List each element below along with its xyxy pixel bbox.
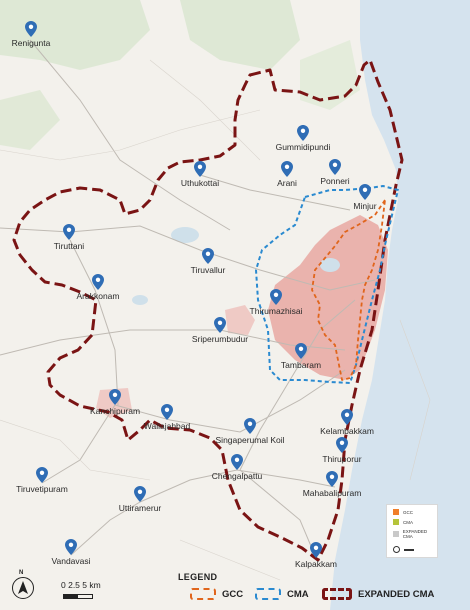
scale-label: 0 2.5 5 km: [61, 580, 101, 590]
inset-label-expanded-cma: EXPANDED CMA: [402, 529, 428, 539]
place-label: Uthukottai: [180, 178, 220, 188]
inset-swatch-cma: [393, 519, 399, 525]
map-pin-icon[interactable]: [25, 21, 37, 37]
inset-legend: GCC CMA EXPANDED CMA: [386, 504, 438, 558]
place-label: Vandavasi: [51, 556, 91, 566]
place-label: Kalpakkam: [294, 559, 338, 569]
legend-swatch-gcc: [190, 588, 216, 600]
gcc-boundary: [311, 199, 386, 381]
inset-scale-bar: [404, 548, 414, 551]
legend-label-gcc: GCC: [222, 588, 244, 600]
map-pin-icon[interactable]: [336, 437, 348, 453]
legend-label-cma: CMA: [287, 588, 309, 600]
inset-legend-row: GCC: [393, 509, 437, 515]
scale-bar: [63, 594, 93, 599]
urban-area: [268, 215, 388, 380]
place-label: Arani: [277, 178, 297, 188]
forest-patch: [0, 0, 150, 70]
legend-label-expanded-cma: EXPANDED CMA: [358, 588, 435, 600]
inset-label-cma: CMA: [403, 519, 413, 525]
place-label: Thiruporur: [322, 454, 362, 464]
place-label: Sriperumbudur: [191, 334, 249, 344]
map-pin-icon[interactable]: [36, 467, 48, 483]
place-label: Thirumazhisai: [249, 306, 303, 316]
minor-roads: [0, 59, 431, 581]
map-pin-icon[interactable]: [341, 409, 353, 425]
map-pin-icon[interactable]: [281, 161, 293, 177]
lake: [171, 227, 199, 243]
place-label: Minjur: [353, 201, 377, 211]
place-label: Tambaram: [280, 360, 322, 370]
map-pin-icon[interactable]: [329, 159, 341, 175]
map-pin-icon[interactable]: [231, 454, 243, 470]
lake: [320, 258, 340, 272]
north-label: N: [19, 570, 24, 576]
place-label: Arakkonam: [76, 291, 120, 301]
legend-item-gcc: GCC: [190, 588, 243, 600]
place-label: Gummidipundi: [275, 142, 331, 152]
expanded-cma-boundary: [12, 58, 404, 562]
map-pin-icon[interactable]: [244, 418, 256, 434]
place-label: Renigunta: [11, 38, 51, 48]
place-label: Uttiramerur: [118, 503, 162, 513]
legend-swatch-expanded-cma: [322, 588, 352, 600]
place-label: Tiruvetipuram: [16, 484, 68, 494]
map-pin-icon[interactable]: [202, 248, 214, 264]
inset-label-gcc: GCC: [403, 509, 413, 515]
inset-scale-row: [393, 546, 437, 553]
map-pin-icon[interactable]: [359, 184, 371, 200]
map-pin-icon[interactable]: [134, 486, 146, 502]
map-pin-icon[interactable]: [326, 471, 338, 487]
inset-north-icon: [393, 546, 400, 553]
map-pin-icon[interactable]: [92, 274, 104, 290]
inset-swatch-gcc: [393, 509, 399, 515]
legend-swatch-cma: [255, 588, 281, 600]
forest-patch: [180, 0, 300, 70]
map-pin-icon[interactable]: [270, 289, 282, 305]
inset-swatch-expanded-cma: [393, 531, 399, 537]
map-pin-icon[interactable]: [65, 539, 77, 555]
map-pin-icon[interactable]: [297, 125, 309, 141]
place-label: Ponneri: [320, 176, 350, 186]
sea: [330, 0, 470, 610]
inset-legend-row: CMA: [393, 519, 437, 525]
cma-boundary: [255, 185, 399, 384]
lake: [132, 295, 148, 305]
place-label: Mahabalipuram: [302, 488, 362, 498]
place-label: Kelambakkam: [320, 426, 374, 436]
forest-patch: [0, 90, 60, 150]
map-pin-icon[interactable]: [109, 389, 121, 405]
place-label: Chengalpattu: [211, 471, 263, 481]
map-pin-icon[interactable]: [63, 224, 75, 240]
place-label: Singaperumal Koil: [215, 435, 285, 445]
map-pin-icon[interactable]: [161, 404, 173, 420]
urban-area: [225, 305, 255, 335]
legend-item-cma: CMA: [255, 588, 309, 600]
map-pin-icon[interactable]: [295, 343, 307, 359]
forest-patch: [300, 40, 360, 110]
map-pin-icon[interactable]: [214, 317, 226, 333]
north-arrow-icon: [12, 577, 34, 599]
legend-item-expanded-cma: EXPANDED CMA: [322, 588, 434, 600]
inset-legend-row: EXPANDED CMA: [393, 529, 437, 539]
place-label: Wallajahbad: [143, 421, 191, 431]
place-label: Tiruttani: [53, 241, 85, 251]
place-label: Tiruvallur: [190, 265, 226, 275]
map-pin-icon[interactable]: [194, 161, 206, 177]
place-label: Kanchipuram: [89, 406, 141, 416]
map-pin-icon[interactable]: [310, 542, 322, 558]
legend-title: LEGEND: [178, 572, 218, 582]
